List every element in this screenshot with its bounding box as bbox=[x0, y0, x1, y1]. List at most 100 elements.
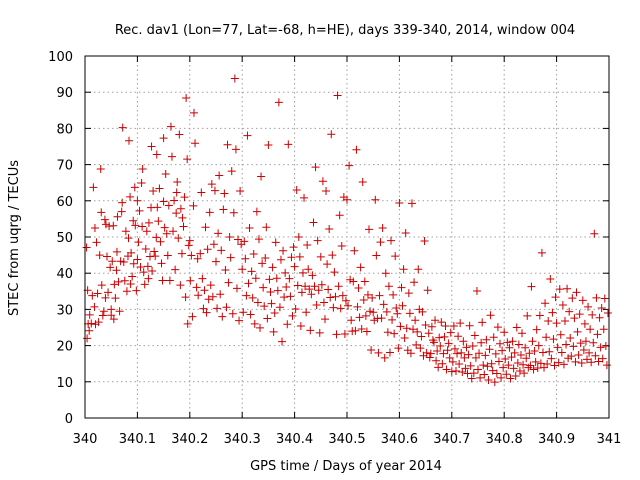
data-point bbox=[461, 364, 470, 373]
data-point bbox=[133, 255, 142, 264]
data-point bbox=[156, 237, 165, 246]
data-point bbox=[159, 134, 168, 143]
data-point bbox=[274, 98, 283, 107]
data-point bbox=[546, 274, 555, 283]
data-point bbox=[189, 108, 198, 117]
data-point bbox=[288, 311, 297, 320]
data-point bbox=[511, 372, 520, 381]
data-point bbox=[578, 296, 587, 305]
data-point bbox=[404, 289, 413, 298]
data-point bbox=[537, 248, 546, 257]
data-point bbox=[577, 358, 586, 367]
data-point bbox=[525, 349, 534, 358]
x-axis-ticks: 340 340.1 340.2 340.3 340.4 340.5 340.6 340.7 34… bbox=[73, 56, 621, 447]
data-point bbox=[284, 140, 293, 149]
data-point bbox=[239, 308, 248, 317]
data-point bbox=[582, 355, 591, 364]
data-point bbox=[162, 229, 171, 238]
data-point bbox=[416, 344, 425, 353]
data-point bbox=[320, 315, 329, 324]
data-point bbox=[109, 221, 118, 230]
data-point bbox=[104, 288, 113, 297]
data-point bbox=[459, 337, 468, 346]
data-point bbox=[426, 349, 435, 358]
data-point bbox=[394, 344, 403, 353]
data-point bbox=[235, 316, 244, 325]
data-point bbox=[214, 229, 223, 238]
data-point bbox=[481, 351, 490, 360]
data-point bbox=[424, 329, 433, 338]
data-point bbox=[465, 321, 474, 330]
data-point bbox=[594, 357, 603, 366]
data-point bbox=[245, 223, 254, 232]
data-point bbox=[172, 188, 181, 197]
data-point bbox=[178, 213, 187, 222]
data-point bbox=[585, 348, 594, 357]
x-axis-label: GPS time / Days of year 2014 bbox=[250, 459, 442, 474]
y-tick-label: 90 bbox=[56, 86, 73, 101]
data-point bbox=[456, 319, 465, 328]
data-point bbox=[219, 205, 228, 214]
data-point bbox=[548, 308, 557, 317]
data-point bbox=[352, 145, 361, 154]
data-point bbox=[258, 259, 267, 268]
data-point bbox=[371, 195, 380, 204]
data-point bbox=[363, 290, 372, 299]
data-point bbox=[174, 234, 183, 243]
data-point bbox=[110, 280, 119, 289]
data-point bbox=[314, 286, 323, 295]
data-point bbox=[312, 301, 321, 310]
data-point bbox=[442, 365, 451, 374]
data-point bbox=[378, 223, 387, 232]
data-point bbox=[90, 223, 99, 232]
data-point bbox=[238, 265, 247, 274]
data-point bbox=[444, 339, 453, 348]
data-point bbox=[406, 349, 415, 358]
data-point bbox=[411, 316, 420, 325]
data-point bbox=[393, 309, 402, 318]
data-point bbox=[503, 338, 512, 347]
data-point bbox=[543, 360, 552, 369]
data-point bbox=[112, 266, 121, 275]
data-point bbox=[244, 279, 253, 288]
data-point bbox=[201, 223, 210, 232]
y-tick-label: 50 bbox=[56, 231, 73, 246]
data-point bbox=[581, 337, 590, 346]
data-point bbox=[513, 358, 522, 367]
data-point bbox=[502, 370, 511, 379]
data-point bbox=[318, 177, 327, 186]
data-point bbox=[567, 352, 576, 361]
data-point bbox=[149, 187, 158, 196]
data-point bbox=[177, 249, 186, 258]
data-point bbox=[229, 208, 238, 217]
y-tick-label: 60 bbox=[56, 195, 73, 210]
data-point bbox=[341, 296, 350, 305]
data-point bbox=[521, 343, 530, 352]
data-point bbox=[276, 255, 285, 264]
data-point bbox=[554, 358, 563, 367]
data-point bbox=[421, 320, 430, 329]
data-point bbox=[208, 292, 217, 301]
data-point bbox=[165, 276, 174, 285]
data-point bbox=[143, 262, 152, 271]
data-point bbox=[468, 341, 477, 350]
data-point bbox=[437, 318, 446, 327]
data-point bbox=[307, 290, 316, 299]
data-point bbox=[453, 349, 462, 358]
data-point bbox=[390, 329, 399, 338]
data-point bbox=[140, 280, 149, 289]
data-point bbox=[292, 185, 301, 194]
data-point bbox=[547, 354, 556, 363]
data-point bbox=[396, 322, 405, 331]
data-point bbox=[147, 142, 156, 151]
data-point bbox=[527, 282, 536, 291]
data-point bbox=[347, 316, 356, 325]
data-point bbox=[114, 277, 123, 286]
data-point bbox=[189, 201, 198, 210]
data-point bbox=[251, 274, 260, 283]
data-point bbox=[210, 186, 219, 195]
data-point bbox=[522, 354, 531, 363]
data-point bbox=[565, 307, 574, 316]
data-point bbox=[142, 227, 151, 236]
data-point bbox=[148, 267, 157, 276]
